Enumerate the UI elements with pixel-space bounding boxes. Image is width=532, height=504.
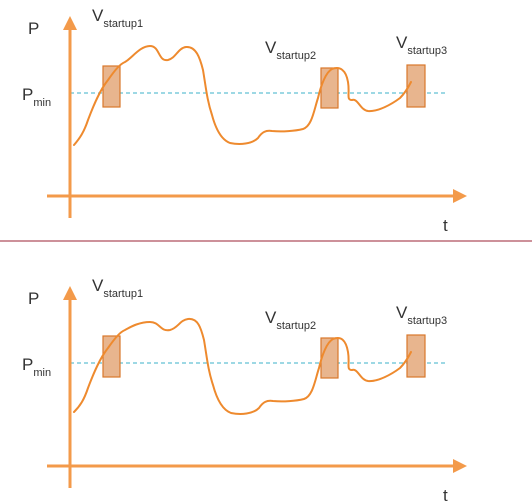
startup3-marker	[406, 334, 426, 378]
y-axis-arrowhead	[63, 16, 77, 30]
panel-top: P t Pmin Vstartup1 Vstartup2 Vstartup3	[22, 6, 467, 235]
startup2-marker	[320, 337, 339, 379]
panel-bottom: P t Pmin Vstartup1 Vstartup2 Vstartup3	[22, 276, 467, 504]
startup2-label: Vstartup2	[265, 38, 316, 62]
x-axis-arrowhead	[453, 189, 467, 203]
startup3-label: Vstartup3	[396, 33, 447, 57]
x-axis-label: t	[443, 216, 448, 235]
startup3-marker	[406, 64, 426, 108]
startup1-label: Vstartup1	[92, 276, 143, 300]
y-axis-label: P	[28, 19, 39, 38]
power-curve	[73, 45, 412, 146]
y-axis-label: P	[28, 289, 39, 308]
startup1-label: Vstartup1	[92, 6, 143, 30]
startup2-label: Vstartup2	[265, 308, 316, 332]
y-axis-arrowhead	[63, 286, 77, 300]
x-axis-arrowhead	[453, 459, 467, 473]
startup3-label: Vstartup3	[396, 303, 447, 327]
pmin-label: Pmin	[22, 85, 51, 109]
power-curve	[73, 317, 412, 415]
pmin-label: Pmin	[22, 355, 51, 379]
startup1-marker	[102, 65, 121, 108]
x-axis-label: t	[443, 486, 448, 504]
startup2-marker	[320, 67, 339, 109]
